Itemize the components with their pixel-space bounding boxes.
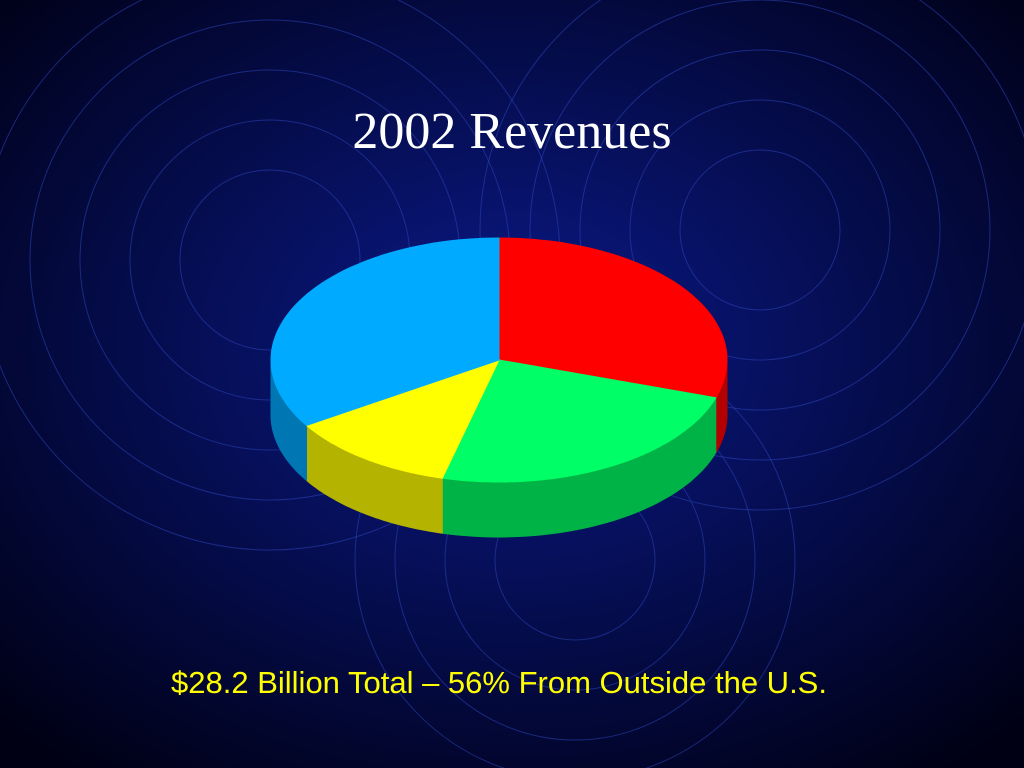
slice [270,237,500,426]
chart-title: 2002 Revenues [352,103,671,160]
slice [498,237,728,399]
slice [305,359,500,479]
pie [270,237,728,538]
slice [441,359,717,483]
subtitle: $28.2 Billion Total – 56% From Outside t… [171,665,827,700]
